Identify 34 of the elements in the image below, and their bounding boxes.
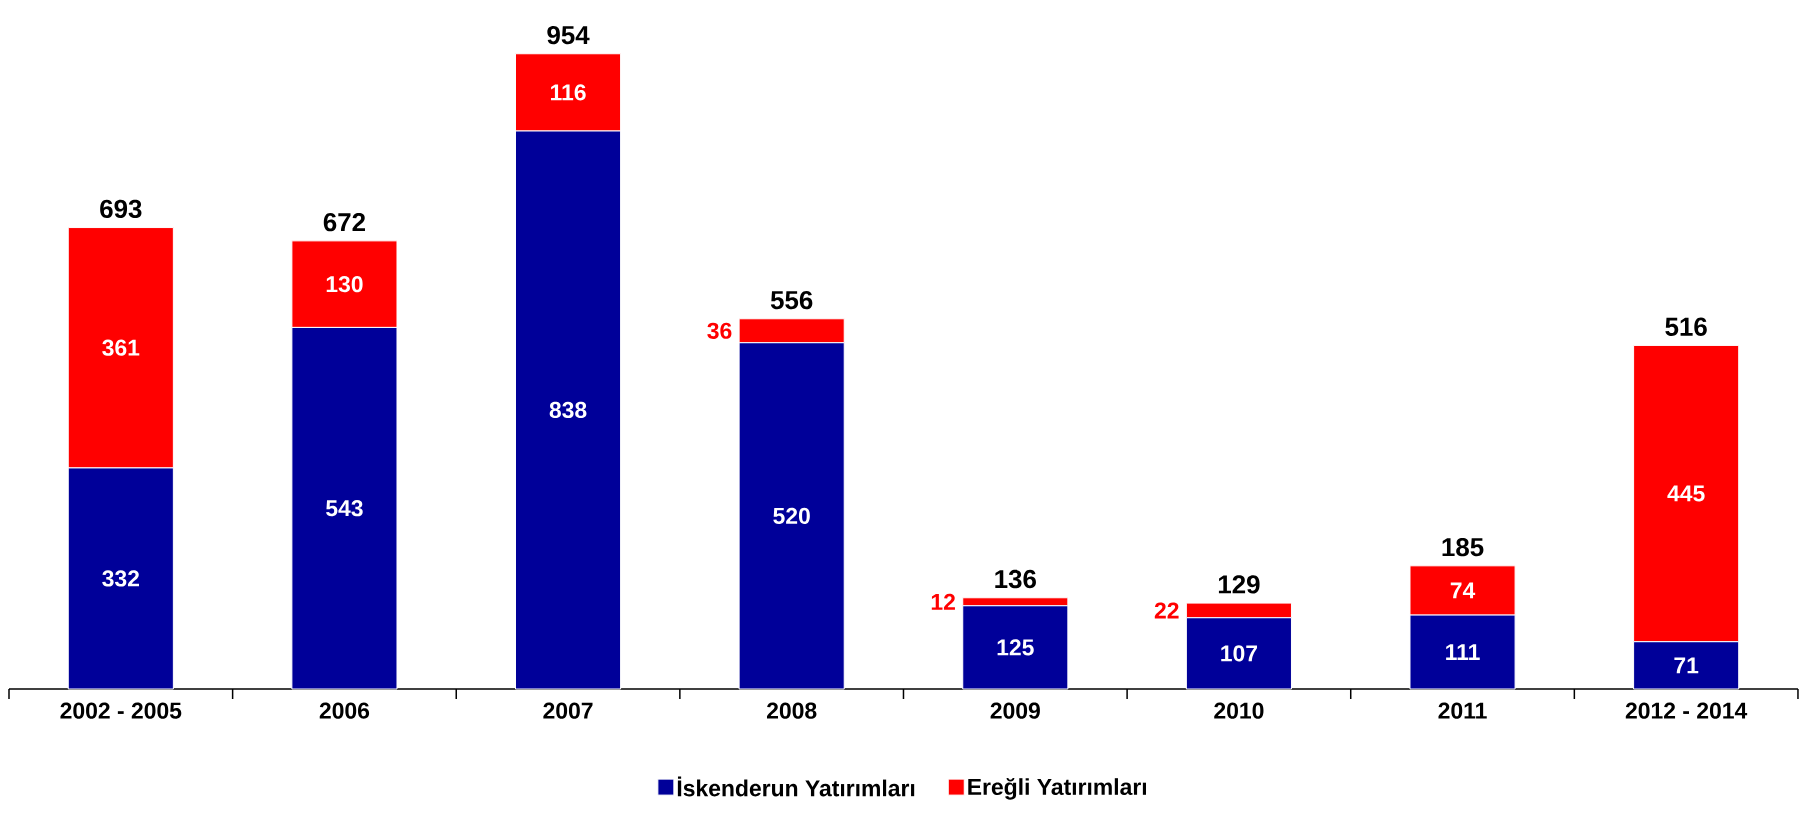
data-label: 71 (1674, 657, 1699, 674)
data-label: 838 (549, 401, 587, 419)
x-tick-label: 2002 - 2005 (60, 702, 182, 719)
total-label: 556 (770, 290, 813, 310)
data-label: 36 (707, 322, 732, 339)
x-tick-label: 2010 (1214, 702, 1264, 719)
x-tick-label: 2007 (543, 702, 593, 719)
data-label: 130 (326, 276, 363, 293)
total-label: 954 (547, 25, 590, 45)
data-label: 12 (931, 593, 955, 610)
data-label: 111 (1446, 644, 1480, 660)
legend-label: Ereğli Yatırımları (968, 777, 1147, 800)
data-label: 116 (551, 84, 586, 101)
data-label: 520 (773, 507, 810, 524)
legend-label: İskenderun Yatırımları (677, 776, 915, 797)
data-label: 22 (1154, 602, 1179, 619)
data-label: 74 (1450, 582, 1476, 599)
total-label: 136 (995, 569, 1036, 589)
x-tick-label: 2009 (990, 702, 1040, 719)
data-label: 332 (102, 570, 139, 587)
data-label: 107 (1221, 645, 1258, 662)
x-tick-label: 2008 (766, 702, 817, 719)
total-label: 185 (1442, 537, 1484, 557)
data-label: 445 (1667, 485, 1705, 502)
total-label: 516 (1665, 317, 1707, 336)
data-label: 125 (997, 639, 1034, 656)
data-label: 361 (102, 339, 140, 356)
x-tick-label: 2006 (319, 702, 370, 719)
data-label: 543 (326, 500, 363, 517)
total-label: 129 (1218, 575, 1260, 594)
total-label: 693 (100, 199, 142, 219)
x-tick-label: 2011 (1438, 702, 1487, 719)
x-tick-label: 2012 - 2014 (1625, 702, 1748, 719)
total-label: 672 (323, 213, 365, 232)
